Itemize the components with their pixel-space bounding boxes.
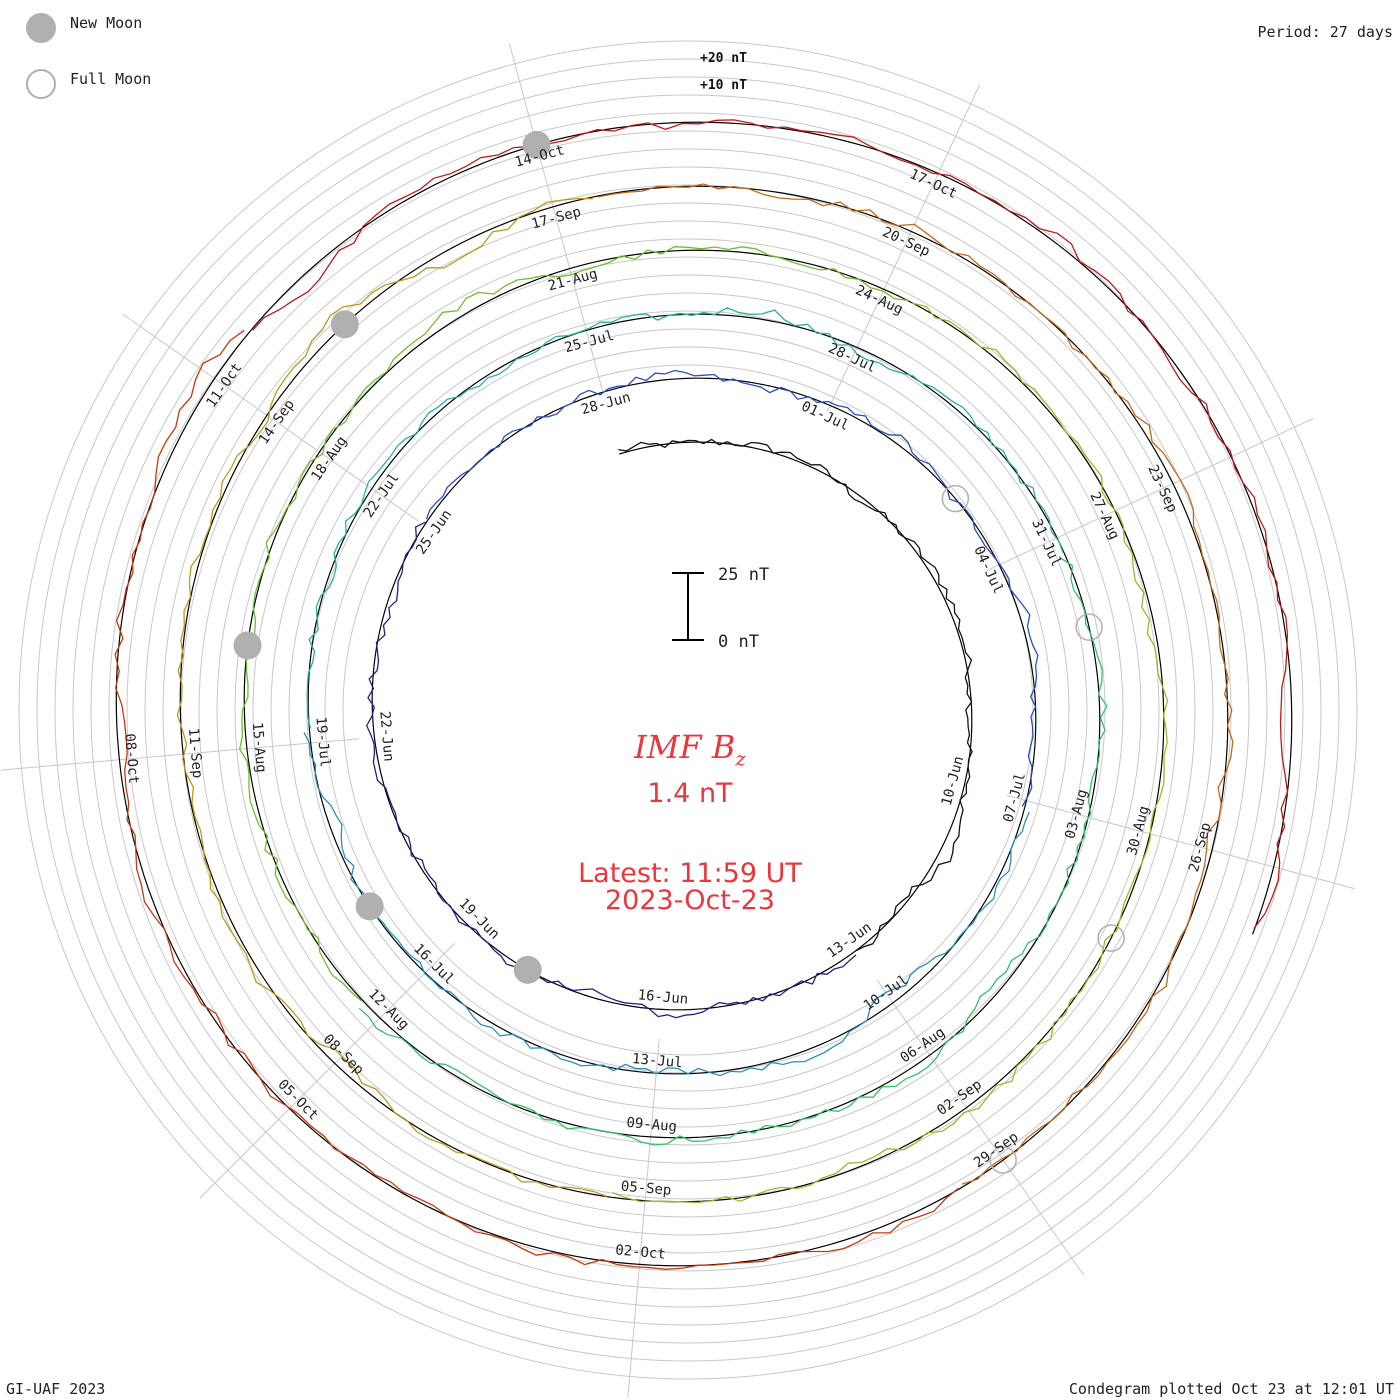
bz-series-segment — [114, 329, 959, 1270]
grid-ring — [90, 112, 1286, 1308]
scale-bar-bottom-label: 0 nT — [718, 632, 759, 652]
full-moon-legend-icon — [26, 69, 56, 99]
grid-ring — [342, 364, 1034, 1056]
chart-title-main: IMF B — [634, 728, 736, 766]
grid-ring — [18, 40, 1358, 1380]
grid-ring — [288, 310, 1088, 1110]
plotted-label: Condegram plotted Oct 23 at 12:01 UT — [1068, 1380, 1394, 1398]
date-label: 04-Jul — [970, 544, 1006, 597]
full-moon-marker — [989, 1146, 1017, 1174]
grid-spoke — [1006, 794, 1355, 890]
grid-ring — [54, 76, 1322, 1344]
latest-date: 2023-Oct-23 — [605, 885, 775, 916]
bz-series-segment — [425, 369, 1039, 807]
grid-spoke — [876, 980, 1085, 1276]
date-label: 11-Sep — [185, 727, 205, 779]
grid-ring — [252, 274, 1124, 1146]
credit-label: GI-UAF 2023 — [6, 1380, 106, 1398]
grid-ring — [198, 220, 1178, 1200]
zero-reference-spiral — [115, 121, 1293, 1267]
full-moon-marker — [941, 484, 970, 513]
period-label: Period: 27 days — [1257, 23, 1393, 41]
bz-data-spiral — [114, 119, 1289, 1270]
bz-series-segment — [365, 521, 857, 1019]
new-moon-marker — [513, 955, 542, 984]
grid-spoke — [199, 942, 456, 1199]
grid-ring — [324, 346, 1052, 1074]
current-value: 1.4 nT — [647, 778, 733, 809]
date-label: 09-Aug — [626, 1115, 678, 1135]
new-moon-marker — [355, 892, 384, 921]
date-label: 16-Jun — [637, 987, 689, 1007]
grid-ring — [144, 166, 1232, 1254]
grid-ring — [72, 94, 1304, 1326]
new-moon-marker — [522, 130, 551, 159]
date-label: 25-Jul — [563, 328, 616, 357]
ring-label-20nt: +20 nT — [700, 51, 747, 66]
chart-title: IMF Bz — [0, 728, 1380, 770]
grid-rings — [18, 40, 1358, 1380]
bz-series-segment — [176, 197, 608, 1198]
full-moon-marker — [1075, 613, 1103, 641]
date-label: 19-Jul — [312, 716, 332, 768]
zero-spiral-line — [115, 121, 1293, 1267]
moon-markers — [233, 130, 1125, 1174]
date-label: 22-Jun — [376, 711, 396, 763]
date-label: 08-Oct — [121, 733, 141, 785]
grid-ring — [36, 58, 1340, 1362]
ring-label-10nt: +10 nT — [700, 78, 747, 93]
grid-spoke — [0, 738, 360, 771]
bz-series-segment — [358, 557, 1108, 1146]
date-label: 05-Sep — [620, 1179, 672, 1199]
grid-ring — [108, 130, 1268, 1290]
grid-spoke — [627, 1038, 660, 1398]
full-moon-legend-label: Full Moon — [70, 70, 152, 88]
full-moon-marker — [1097, 924, 1125, 952]
bz-series-segment — [252, 119, 1289, 929]
new-moon-legend-icon — [26, 13, 56, 43]
scale-bar: 25 nT 0 nT — [672, 565, 769, 652]
ring-labels: +20 nT +10 nT — [700, 51, 747, 93]
date-label: 31-Jul — [1028, 517, 1064, 570]
grid-ring — [162, 184, 1214, 1236]
latest-time: Latest: 11:59 UT — [578, 858, 802, 889]
grid-spokes — [0, 43, 1355, 1398]
date-label: 02-Oct — [615, 1242, 667, 1262]
bz-series-segment — [597, 183, 1234, 1185]
date-label: 30-Aug — [1124, 804, 1153, 857]
grid-ring — [234, 256, 1142, 1164]
chart-title-subscript: z — [735, 746, 746, 771]
grid-ring — [126, 148, 1250, 1272]
bz-series-segment — [306, 307, 1064, 729]
scale-bar-top-label: 25 nT — [718, 565, 769, 585]
grid-spoke — [986, 417, 1314, 571]
grid-ring — [216, 238, 1160, 1182]
grid-spoke — [508, 43, 604, 392]
grid-spoke — [827, 84, 981, 412]
date-label: 28-Jun — [580, 390, 633, 419]
new-moon-marker — [330, 310, 359, 339]
bz-series-segment — [239, 246, 909, 1002]
grid-ring — [180, 202, 1196, 1218]
bz-series-segment — [618, 438, 973, 952]
grid-spoke — [122, 313, 418, 522]
new-moon-marker — [233, 631, 262, 660]
date-label: 13-Jul — [631, 1051, 683, 1071]
bz-series-segment — [612, 302, 1169, 1204]
date-label: 15-Aug — [249, 722, 269, 774]
new-moon-legend-label: New Moon — [70, 14, 143, 32]
